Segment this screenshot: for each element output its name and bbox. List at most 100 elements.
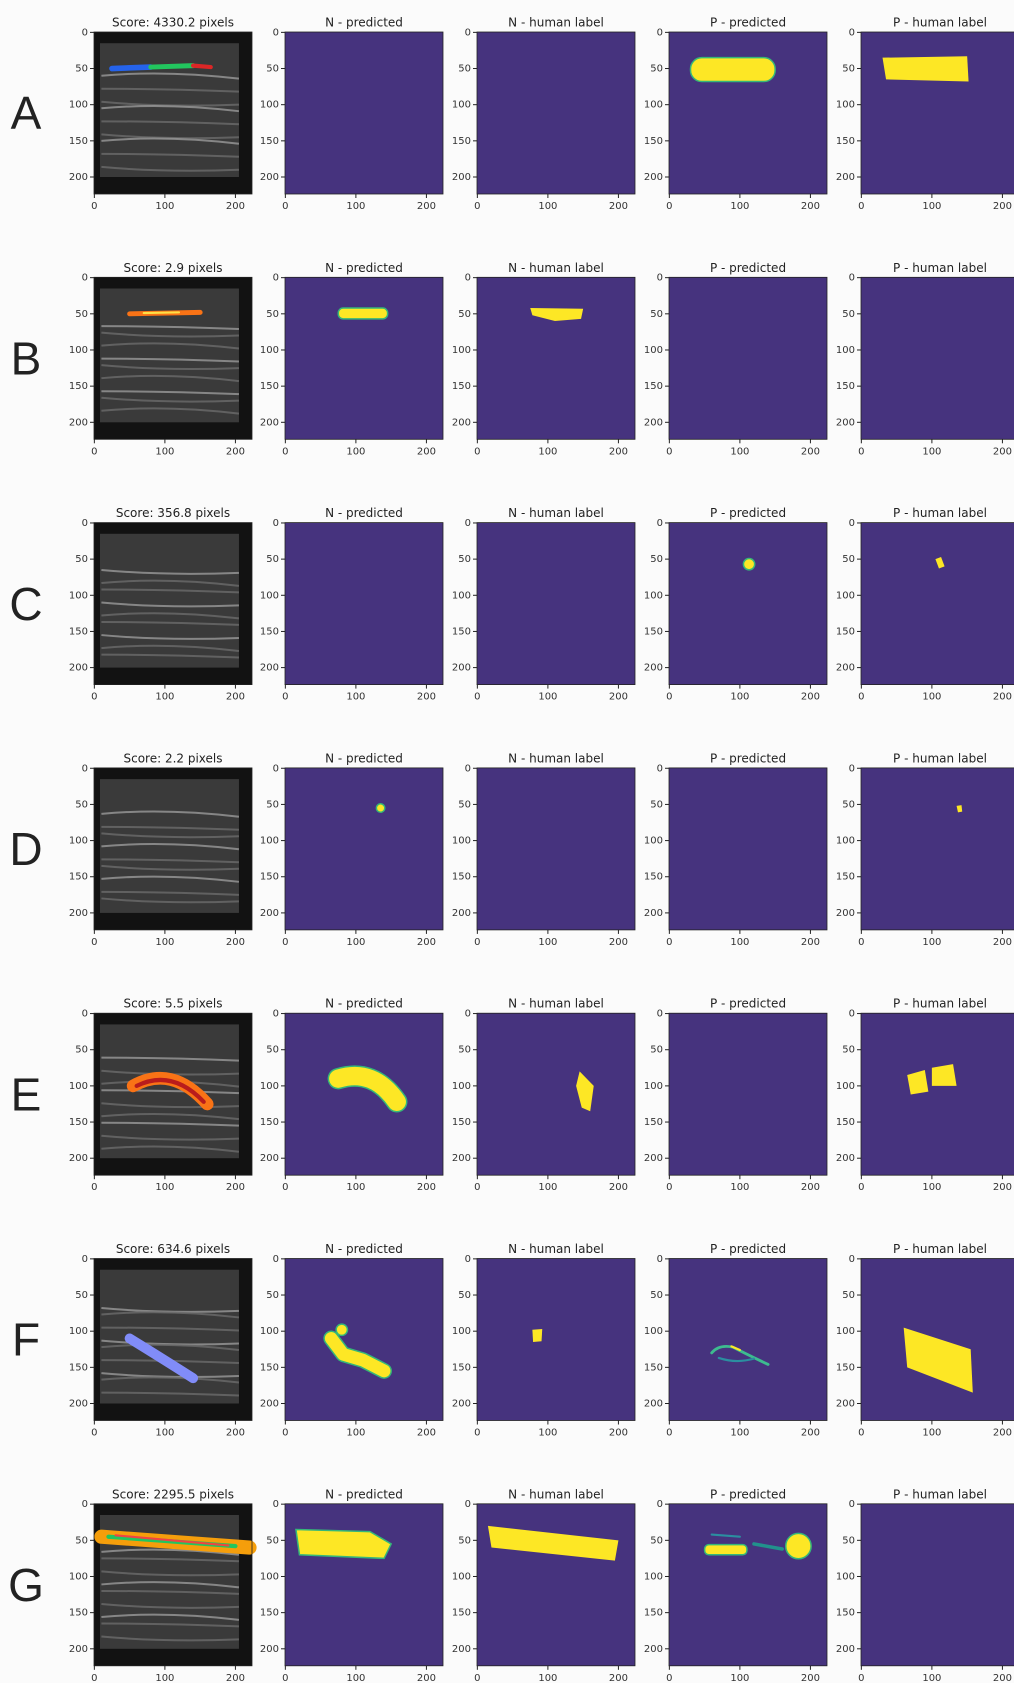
x-tick-label: 200 — [226, 201, 245, 212]
x-tick-label: 200 — [801, 201, 820, 212]
y-tick-label: 100 — [452, 100, 471, 111]
y-tick-label: 200 — [644, 1399, 663, 1410]
x-tick-label: 200 — [226, 1673, 245, 1683]
mask-panel: 0100200050100150200 — [836, 1254, 1014, 1439]
y-tick-label: 50 — [650, 799, 663, 810]
mask-panel: 0100200050100150200 — [836, 763, 1014, 948]
y-tick-label: 50 — [266, 554, 279, 565]
x-tick-label: 0 — [858, 937, 864, 948]
y-tick-label: 200 — [69, 417, 88, 428]
x-tick-label: 0 — [282, 1428, 288, 1439]
x-tick-label: 0 — [91, 1428, 97, 1439]
y-tick-label: 150 — [452, 626, 471, 637]
mask-shape — [338, 308, 387, 319]
y-tick-label: 150 — [644, 1117, 663, 1128]
mask-panel: 0100200050100150200 — [260, 1254, 443, 1439]
mask-background — [285, 32, 443, 194]
panel-title: P - predicted — [710, 16, 786, 30]
y-tick-label: 0 — [849, 273, 855, 284]
mask-shape — [786, 1533, 811, 1558]
x-tick-label: 200 — [801, 446, 820, 457]
y-tick-label: 100 — [836, 1326, 855, 1337]
x-tick-label: 200 — [609, 1673, 628, 1683]
panel-title: P - predicted — [710, 1487, 786, 1501]
x-tick-label: 0 — [282, 1673, 288, 1683]
y-tick-label: 0 — [82, 27, 88, 38]
mask-background — [669, 277, 827, 439]
y-tick-label: 100 — [69, 345, 88, 356]
y-tick-label: 0 — [273, 27, 279, 38]
y-tick-label: 150 — [452, 136, 471, 147]
x-tick-label: 0 — [858, 1428, 864, 1439]
y-tick-label: 0 — [657, 1254, 663, 1265]
y-tick-label: 50 — [842, 799, 855, 810]
x-tick-label: 100 — [155, 937, 174, 948]
panel-title: N - human label — [508, 997, 604, 1011]
panel-title: Score: 2.9 pixels — [123, 261, 222, 275]
y-tick-label: 150 — [644, 626, 663, 637]
y-tick-label: 100 — [69, 836, 88, 847]
y-tick-label: 200 — [69, 1153, 88, 1164]
y-tick-label: 150 — [260, 1608, 279, 1619]
panel-title: N - predicted — [325, 997, 403, 1011]
mask-background — [285, 523, 443, 685]
y-tick-label: 100 — [836, 345, 855, 356]
mask-background — [477, 768, 635, 930]
panel-title: P - human label — [893, 751, 987, 765]
y-tick-label: 50 — [266, 1045, 279, 1056]
y-tick-label: 200 — [260, 417, 279, 428]
x-tick-label: 0 — [858, 1673, 864, 1683]
y-tick-label: 100 — [260, 1326, 279, 1337]
y-tick-label: 150 — [644, 1362, 663, 1373]
x-tick-label: 0 — [474, 1182, 480, 1193]
mask-shape — [691, 58, 776, 82]
mask-background — [669, 32, 827, 194]
x-tick-label: 0 — [858, 201, 864, 212]
x-tick-label: 200 — [226, 1182, 245, 1193]
y-tick-label: 100 — [452, 836, 471, 847]
x-tick-label: 0 — [282, 201, 288, 212]
mask-shape — [532, 1329, 542, 1342]
x-tick-label: 200 — [801, 1428, 820, 1439]
x-tick-label: 200 — [993, 1673, 1012, 1683]
y-tick-label: 100 — [452, 345, 471, 356]
y-tick-label: 200 — [836, 1644, 855, 1655]
y-tick-label: 50 — [75, 1290, 88, 1301]
x-tick-label: 100 — [346, 1182, 365, 1193]
y-tick-label: 50 — [75, 309, 88, 320]
y-tick-label: 0 — [82, 1009, 88, 1020]
mask-background — [477, 32, 635, 194]
panel-title: P - human label — [893, 506, 987, 520]
x-tick-label: 100 — [346, 446, 365, 457]
y-tick-label: 200 — [836, 417, 855, 428]
mask-shape — [705, 1545, 747, 1555]
mask-background — [861, 768, 1014, 930]
y-tick-label: 0 — [82, 518, 88, 529]
x-tick-label: 200 — [993, 692, 1012, 703]
x-tick-label: 100 — [730, 201, 749, 212]
x-tick-label: 100 — [922, 446, 941, 457]
x-tick-label: 0 — [858, 1182, 864, 1193]
panel-title: P - predicted — [710, 997, 786, 1011]
x-tick-label: 200 — [417, 937, 436, 948]
y-tick-label: 0 — [657, 1499, 663, 1510]
mask-shape — [743, 559, 754, 570]
y-tick-label: 0 — [849, 518, 855, 529]
mask-panel: 0100200050100150200 — [452, 1254, 635, 1439]
x-tick-label: 0 — [282, 446, 288, 457]
y-tick-label: 0 — [849, 1009, 855, 1020]
x-tick-label: 200 — [417, 1428, 436, 1439]
x-tick-label: 100 — [538, 446, 557, 457]
mask-panel: 0100200050100150200 — [260, 27, 443, 212]
mask-shape — [932, 1064, 957, 1086]
y-tick-label: 150 — [69, 1608, 88, 1619]
y-tick-label: 200 — [452, 1644, 471, 1655]
panel-title: Score: 2295.5 pixels — [112, 1487, 234, 1501]
y-tick-label: 50 — [650, 309, 663, 320]
x-tick-label: 0 — [91, 201, 97, 212]
row-letter: E — [11, 1068, 42, 1120]
panel-title: N - human label — [508, 16, 604, 30]
y-tick-label: 200 — [260, 908, 279, 919]
